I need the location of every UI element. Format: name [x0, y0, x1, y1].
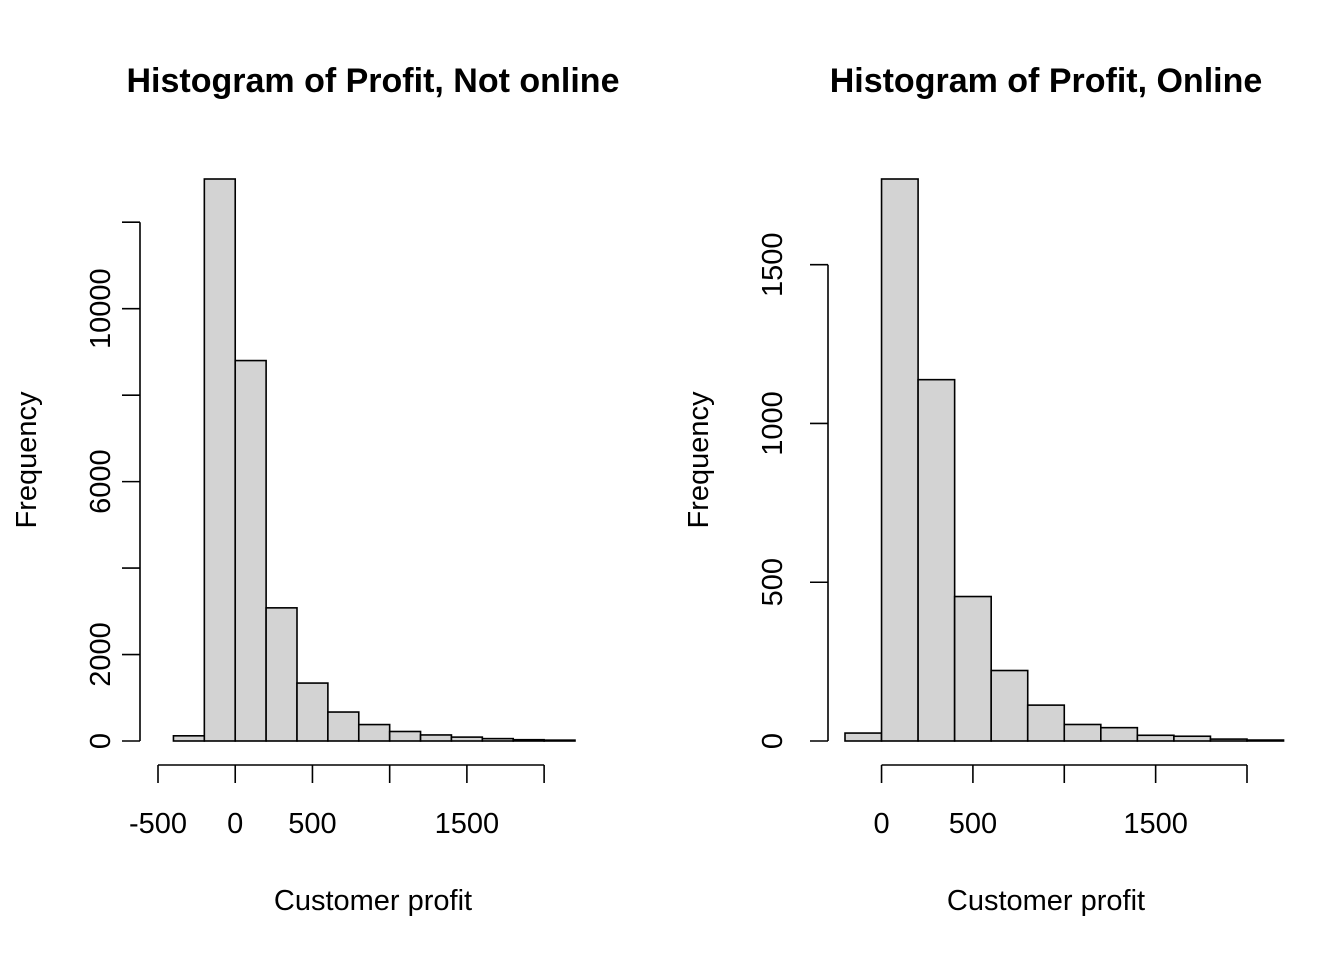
histogram-bar — [1209, 738, 1248, 742]
y-tick-label: 0 — [85, 733, 117, 749]
histogram-bar — [419, 734, 453, 742]
histogram-bar — [1026, 704, 1066, 742]
x-tick-label: 500 — [288, 808, 336, 840]
histogram-bar — [1063, 723, 1102, 742]
x-tick-label: 0 — [873, 808, 889, 840]
histogram-bar — [512, 738, 545, 742]
x-tick-label: 1500 — [1123, 808, 1188, 840]
y-axis-label: Frequency — [683, 391, 715, 529]
histogram-bar — [917, 378, 956, 742]
histogram-bar — [203, 178, 237, 742]
histogram-bar — [880, 178, 919, 742]
histogram-bar — [296, 682, 329, 742]
y-tick-label: 6000 — [85, 449, 117, 514]
y-tick-label: 500 — [757, 558, 789, 606]
x-tick-label: 1500 — [435, 808, 500, 840]
x-tick-label: -500 — [129, 808, 187, 840]
histogram-bar — [1100, 726, 1139, 742]
histogram-bar — [327, 711, 360, 742]
y-tick-label: 2000 — [85, 622, 117, 687]
y-tick-label: 10000 — [85, 268, 117, 349]
histogram-bar — [388, 730, 422, 742]
y-tick-label: 1000 — [757, 391, 789, 456]
chart-title: Histogram of Profit, Not online — [127, 62, 620, 100]
histogram-bar — [953, 595, 992, 742]
histogram-bar — [844, 732, 883, 742]
histogram-bar — [450, 736, 484, 742]
histogram-bar — [234, 359, 267, 742]
y-tick-label: 0 — [757, 733, 789, 749]
histogram-bar — [481, 737, 515, 742]
histogram-bar — [1136, 734, 1175, 742]
x-tick-label: 0 — [227, 808, 243, 840]
panel-online: Histogram of Profit, Online Customer pro… — [683, 62, 1285, 917]
histogram-bar — [990, 669, 1029, 742]
histogram-bar — [265, 607, 298, 742]
x-axis-label: Customer profit — [947, 885, 1145, 917]
y-tick-label: 1500 — [757, 232, 789, 297]
x-axis-label: Customer profit — [274, 885, 472, 917]
histogram-bar — [543, 739, 576, 742]
panel-not-online: Histogram of Profit, Not online Customer… — [11, 62, 619, 917]
y-axis-label: Frequency — [11, 391, 43, 529]
histogram-bar — [1246, 739, 1285, 742]
histogram-bar — [357, 723, 391, 742]
histogram-bar — [1173, 735, 1212, 742]
x-tick-label: 500 — [949, 808, 997, 840]
chart-title: Histogram of Profit, Online — [830, 62, 1263, 100]
histogram-bar — [172, 735, 206, 742]
